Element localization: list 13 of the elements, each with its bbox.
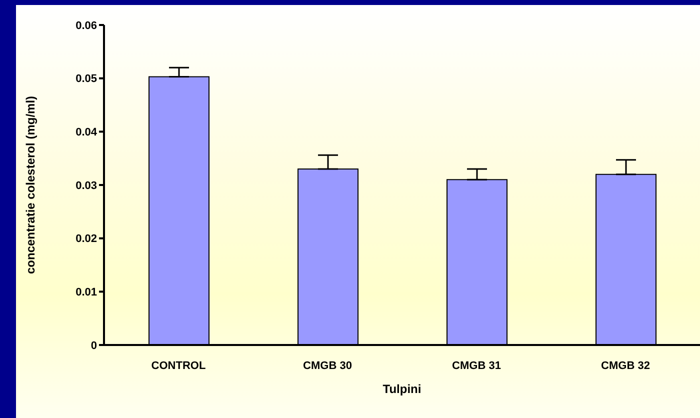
- y-axis-title: concentratie colesterol (mg/ml): [23, 96, 38, 274]
- x-tick-label: CONTROL: [151, 360, 206, 372]
- y-tick-label: 0.01: [76, 286, 97, 299]
- x-tick-label: CMGB 31: [452, 360, 501, 372]
- y-tick-label: 0.06: [76, 20, 97, 32]
- x-tick-label: CMGB 32: [601, 360, 650, 372]
- x-axis-title: Tulpini: [382, 382, 422, 396]
- y-tick-label: 0.04: [76, 126, 98, 139]
- y-tick-label: 0.02: [76, 233, 97, 246]
- y-tick-label: 0: [90, 340, 97, 352]
- y-tick-label: 0.05: [76, 73, 97, 86]
- x-tick-label: CMGB 30: [303, 360, 352, 372]
- y-tick-label: 0.03: [76, 180, 97, 192]
